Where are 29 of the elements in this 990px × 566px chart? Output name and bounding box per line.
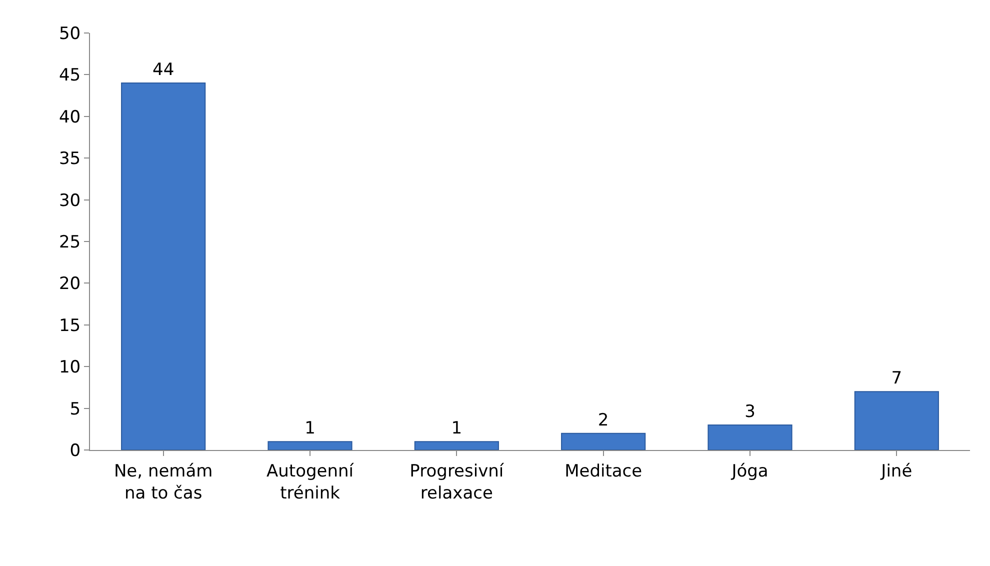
data-label: 1 <box>451 418 462 439</box>
y-tick-label: 10 <box>58 358 81 378</box>
bar <box>121 82 206 450</box>
data-label: 3 <box>744 402 756 422</box>
x-tick-label: Progresivní relaxace <box>410 461 505 504</box>
y-tick-label: 20 <box>58 274 81 294</box>
x-tick-label: Ne, nemám na to čas <box>114 461 213 504</box>
y-tick-label: 30 <box>58 190 81 211</box>
data-label: 1 <box>304 418 316 439</box>
bar <box>561 432 646 450</box>
data-label: 44 <box>152 60 174 80</box>
y-tick-label: 45 <box>58 66 81 86</box>
bar <box>268 441 352 450</box>
data-label: 2 <box>598 410 609 430</box>
y-tick-label: 15 <box>58 316 81 336</box>
x-tick-label: Jóga <box>730 461 768 482</box>
x-tick-label: Meditace <box>564 461 642 482</box>
y-tick-label: 5 <box>70 399 81 420</box>
bar <box>414 441 499 450</box>
data-label: 7 <box>891 368 902 389</box>
bar <box>708 424 792 450</box>
bar <box>854 391 939 450</box>
y-tick-label: 25 <box>58 232 81 252</box>
y-tick-label: 50 <box>58 24 81 44</box>
x-tick-label: Jiné <box>880 461 912 482</box>
y-tick-label: 0 <box>70 440 81 461</box>
y-tick-label: 35 <box>58 149 81 170</box>
y-tick-label: 40 <box>58 107 81 128</box>
x-tick-label: Autogenní trénink <box>266 461 355 504</box>
